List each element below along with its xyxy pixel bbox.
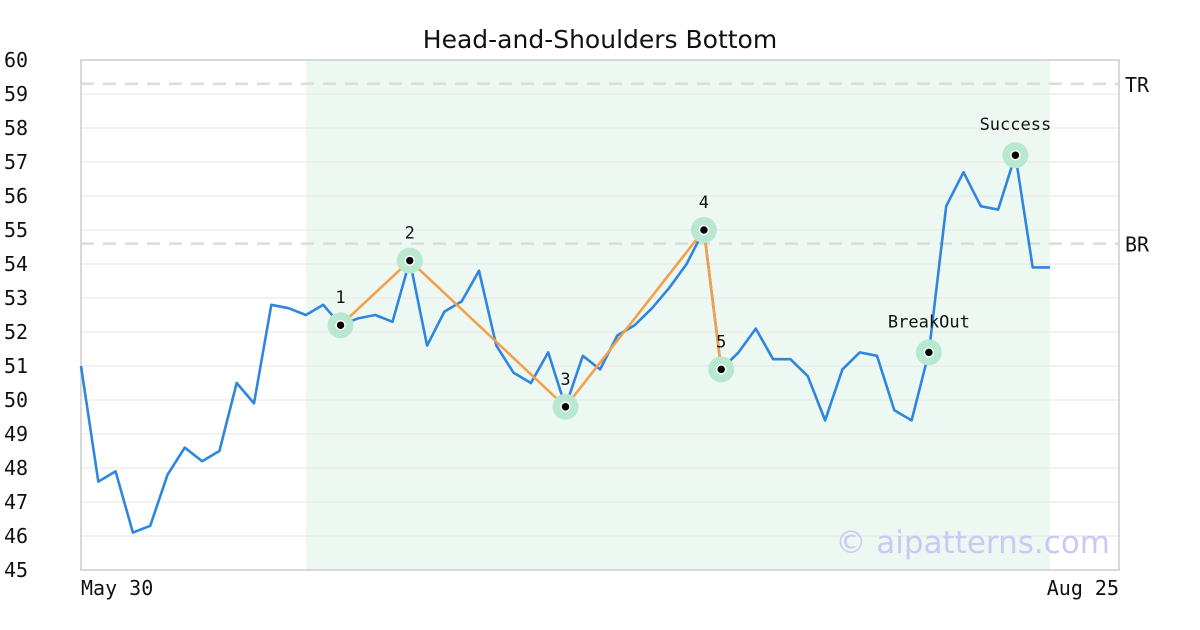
chart-title: Head-and-Shoulders Bottom [423, 25, 777, 54]
reference-line-label: TR [1125, 73, 1150, 97]
x-axis-ticks: May 30 Aug 25 [81, 576, 1119, 600]
pattern-point-dot [698, 224, 710, 236]
event-point-label: Success [980, 115, 1052, 135]
pattern-point-label: 2 [405, 224, 415, 244]
event-point-dot [1010, 149, 1021, 161]
reference-line-label: BR [1125, 233, 1150, 257]
pattern-point-label: 1 [335, 288, 345, 308]
y-tick-label: 54 [4, 252, 28, 276]
x-tick-label: May 30 [81, 576, 153, 600]
y-tick-label: 58 [4, 116, 28, 140]
y-tick-label: 48 [4, 456, 28, 480]
pattern-point-dot [560, 401, 571, 413]
y-tick-label: 46 [4, 524, 28, 548]
y-tick-label: 47 [4, 490, 28, 514]
pattern-point-dot [715, 364, 727, 375]
y-tick-label: 49 [4, 422, 28, 446]
y-axis-ticks: 45 46 47 48 49 50 51 52 53 54 55 56 57 58 59 60 [4, 48, 28, 582]
watermark: © aipatterns.com [835, 525, 1110, 561]
y-tick-label: 50 [4, 388, 28, 412]
y-tick-label: 59 [4, 82, 28, 106]
plot-frame [80, 59, 1120, 571]
y-tick-label: 45 [4, 558, 28, 582]
pattern-region-band [305, 60, 1051, 570]
y-tick-label: 57 [4, 150, 28, 174]
y-tick-label: 51 [4, 354, 28, 378]
pattern-point-label: 5 [716, 332, 726, 352]
y-tick-label: 55 [4, 218, 28, 242]
point-markers: 1 2 3 4 5 BreakOut Success [327, 115, 1052, 420]
event-point-label: BreakOut [888, 312, 970, 332]
y-tick-label: 52 [4, 320, 28, 344]
pattern-region [305, 60, 1051, 570]
pattern-point-label: 4 [699, 193, 709, 213]
y-tick-label: 60 [4, 48, 28, 72]
gridlines [81, 59, 1119, 571]
y-tick-label: 53 [4, 286, 28, 310]
x-tick-label: Aug 25 [1047, 576, 1119, 600]
pattern-point-dot [404, 255, 416, 266]
pattern-point-dot [335, 319, 346, 331]
reference-lines: TR BR [81, 73, 1150, 257]
y-tick-label: 56 [4, 184, 28, 208]
event-point-dot [923, 347, 935, 358]
pattern-point-label: 3 [560, 370, 570, 390]
